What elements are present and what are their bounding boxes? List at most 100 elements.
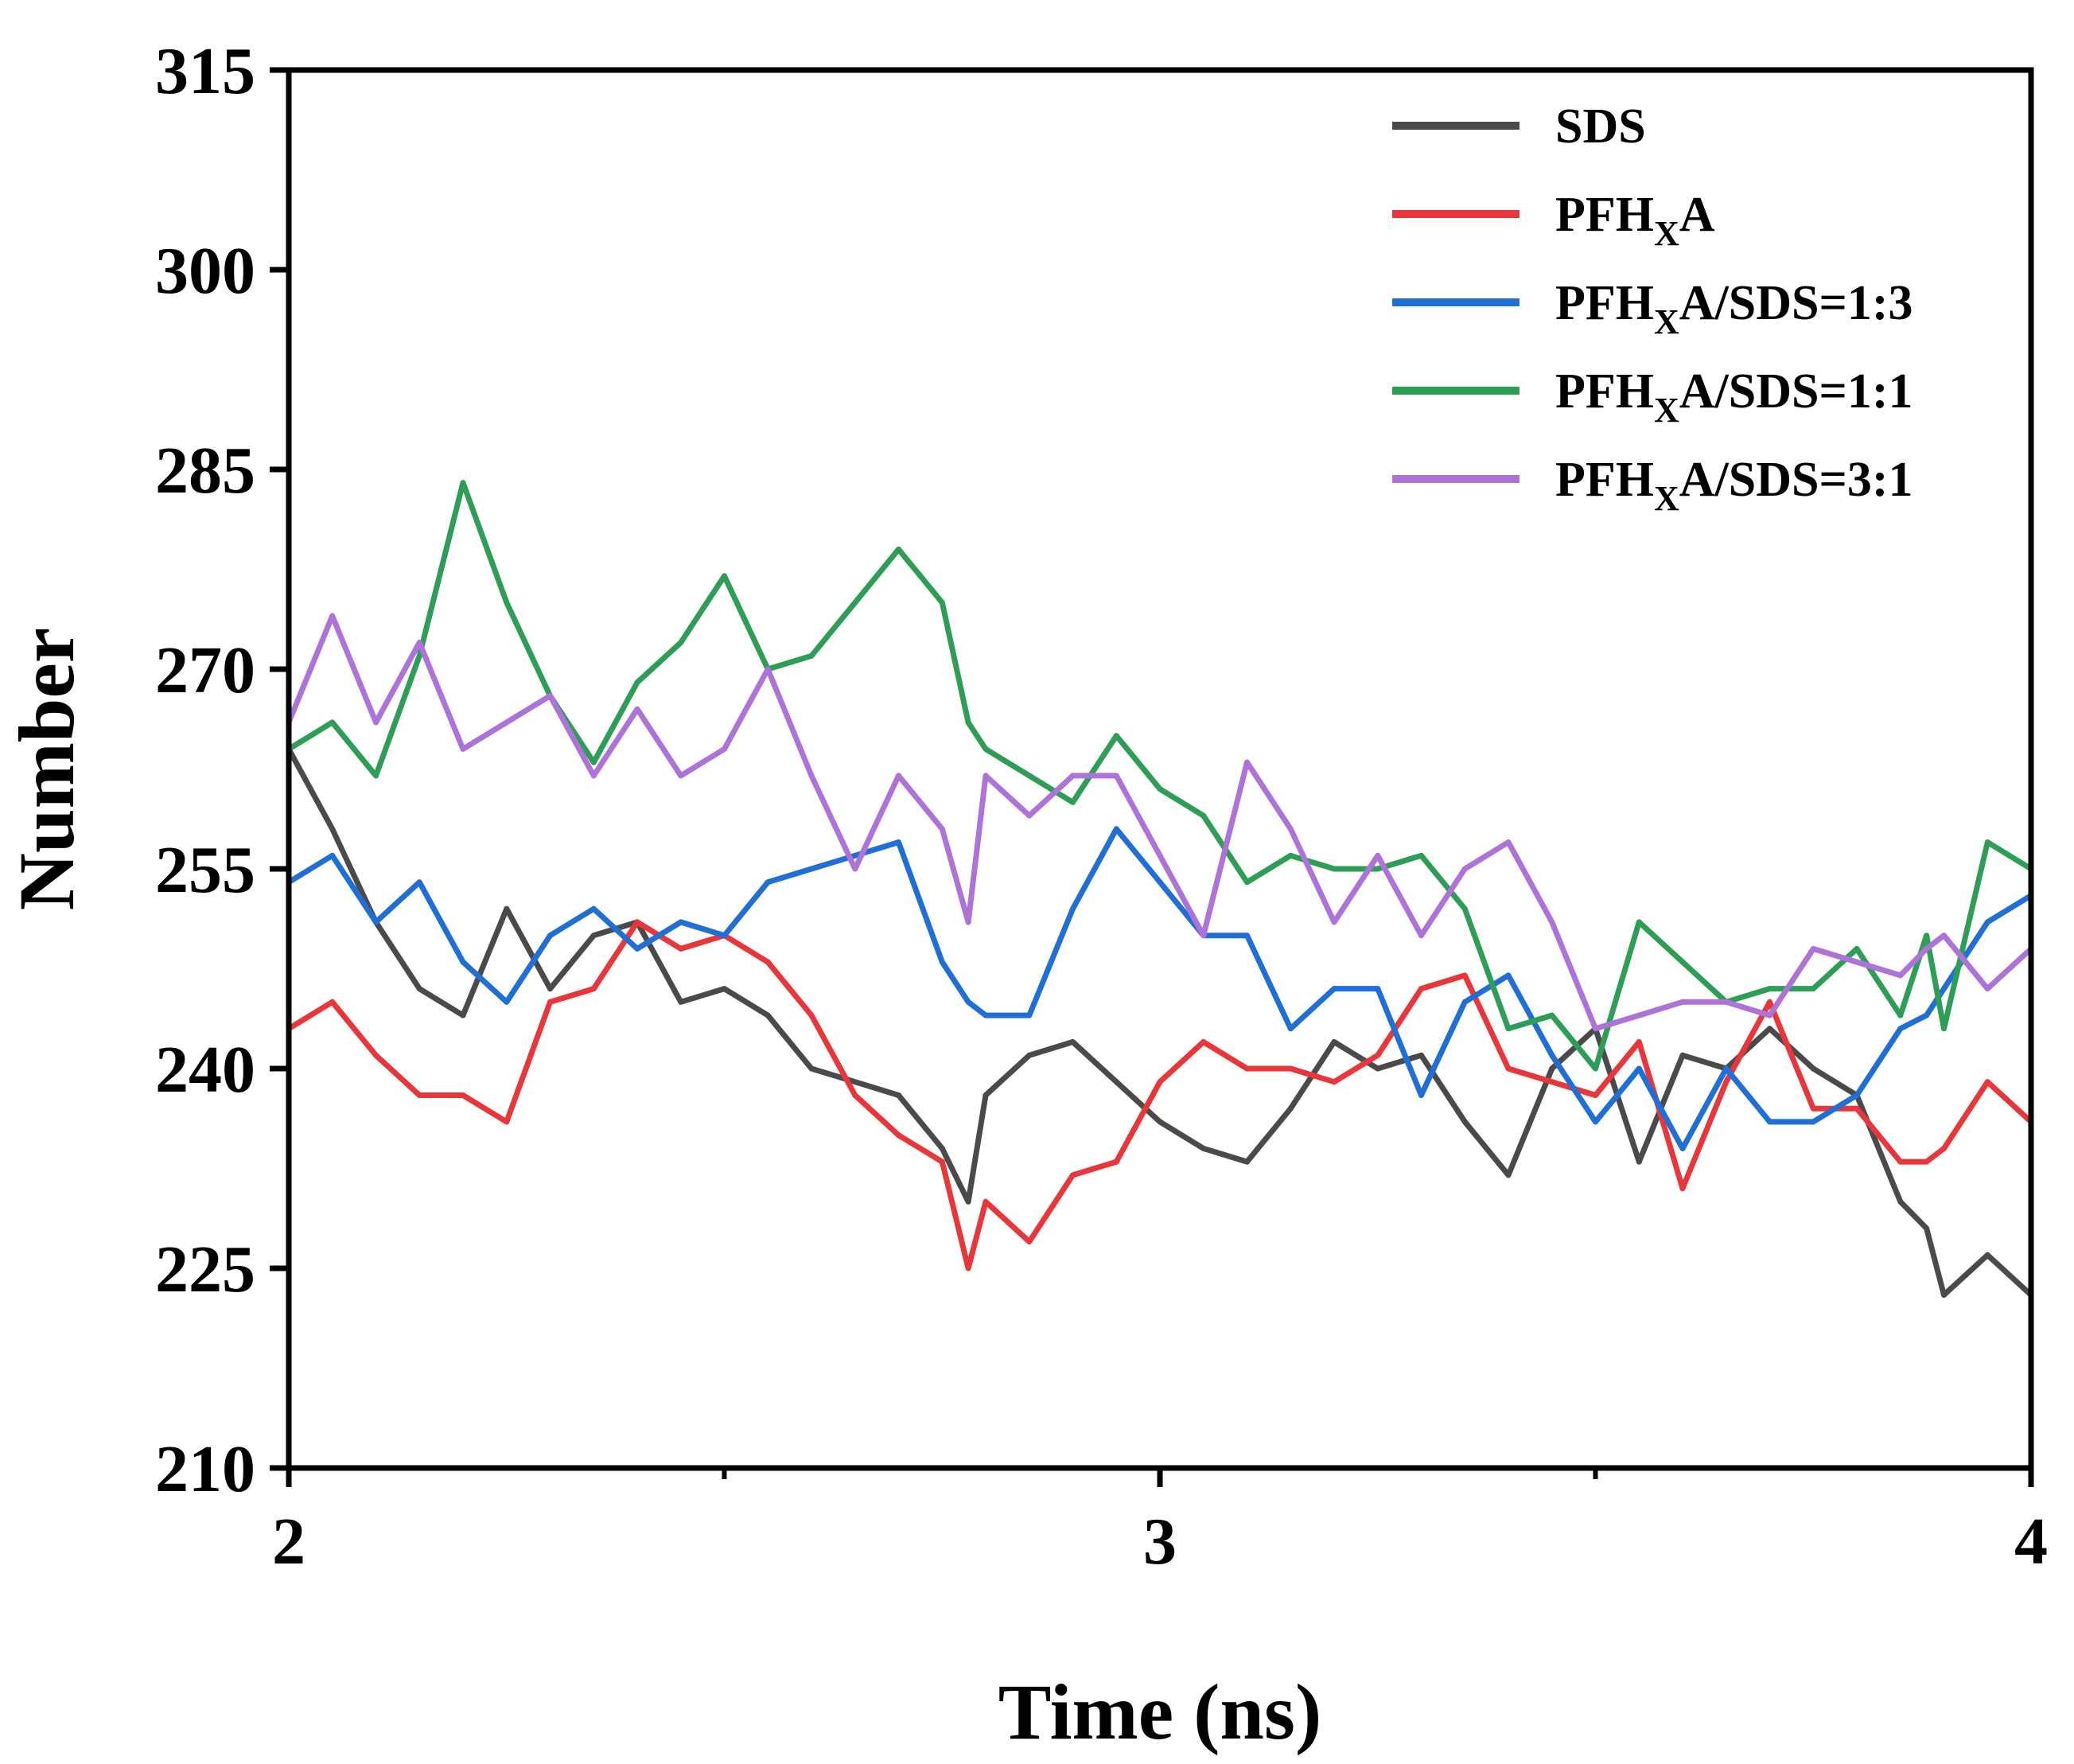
legend-label-main: PFH xyxy=(1555,276,1654,330)
legend-label: PFHXA/SDS=1:3 xyxy=(1555,276,1913,341)
data-point xyxy=(547,999,553,1005)
data-point xyxy=(1941,1292,1947,1298)
data-point xyxy=(1679,999,1686,1005)
data-point xyxy=(547,933,553,939)
data-point xyxy=(634,680,640,686)
data-point xyxy=(852,866,858,872)
data-point xyxy=(1924,1012,1930,1018)
data-point xyxy=(765,1012,771,1018)
data-point xyxy=(1375,1052,1381,1058)
data-point xyxy=(965,919,971,925)
legend-item: PFHXA/SDS=3:1 xyxy=(1392,453,1913,518)
data-point xyxy=(722,746,727,752)
data-point xyxy=(1810,945,1816,952)
data-point xyxy=(1941,986,1947,992)
legend-label-main: PFH xyxy=(1555,453,1654,507)
data-point xyxy=(373,773,379,779)
data-point xyxy=(1897,1158,1904,1165)
data-point xyxy=(808,866,815,872)
data-point xyxy=(1287,852,1294,859)
data-point xyxy=(1244,1158,1250,1165)
data-point xyxy=(1375,986,1381,992)
data-point xyxy=(765,879,771,886)
data-point xyxy=(1244,759,1250,765)
data-point xyxy=(1924,933,1930,939)
data-point xyxy=(1593,1065,1598,1072)
data-point xyxy=(1505,1026,1512,1032)
data-point xyxy=(852,852,858,859)
data-point xyxy=(590,905,597,912)
data-point xyxy=(939,826,945,832)
data-point xyxy=(1505,839,1512,845)
legend-label: PFHXA/SDS=1:1 xyxy=(1555,364,1913,430)
data-point xyxy=(1810,1105,1816,1112)
data-point xyxy=(1549,919,1555,925)
data-point xyxy=(1810,1065,1816,1072)
data-point xyxy=(1549,1065,1555,1072)
data-point xyxy=(547,986,553,992)
data-point xyxy=(1636,1158,1642,1165)
data-point xyxy=(590,759,597,765)
data-point xyxy=(1767,986,1772,992)
data-point xyxy=(1461,905,1468,912)
data-point xyxy=(1854,1092,1860,1098)
data-point xyxy=(1984,1079,1990,1085)
legend-label: PFHXA/SDS=3:1 xyxy=(1555,453,1913,518)
y-tick-label: 270 xyxy=(155,633,255,707)
legend-item: PFHXA xyxy=(1392,188,1715,253)
data-point xyxy=(1287,1105,1294,1112)
data-point xyxy=(983,1092,989,1098)
data-point xyxy=(1854,959,1860,965)
data-point xyxy=(1026,1052,1033,1058)
data-point xyxy=(504,719,510,726)
data-point xyxy=(329,613,336,619)
data-point xyxy=(590,986,597,992)
data-point xyxy=(416,652,422,659)
data-point xyxy=(1418,933,1424,939)
data-point xyxy=(1200,933,1207,939)
data-point xyxy=(460,480,466,486)
data-point xyxy=(852,599,858,606)
series-0 xyxy=(286,746,2034,1298)
data-point xyxy=(1593,1092,1598,1098)
data-point xyxy=(1244,933,1250,939)
data-point xyxy=(1854,1105,1860,1112)
data-point xyxy=(373,719,379,726)
data-point xyxy=(460,746,466,752)
data-point xyxy=(1679,1052,1686,1058)
data-point xyxy=(1984,919,1990,925)
data-point xyxy=(329,719,336,726)
data-point xyxy=(1157,1079,1163,1085)
data-point xyxy=(1244,1065,1250,1072)
data-point xyxy=(1897,972,1904,979)
data-point xyxy=(1200,1039,1207,1045)
data-point xyxy=(1331,1079,1337,1085)
data-point xyxy=(1331,986,1337,992)
data-point xyxy=(1549,1052,1555,1058)
data-point xyxy=(1331,1039,1337,1045)
data-point xyxy=(965,1198,971,1205)
data-point xyxy=(678,919,684,925)
legend-label-rest: A/SDS=1:3 xyxy=(1679,276,1913,330)
data-point xyxy=(1461,1119,1468,1125)
data-point xyxy=(1924,1158,1930,1165)
data-point xyxy=(852,1079,858,1085)
data-point xyxy=(1157,1119,1163,1125)
data-point xyxy=(1200,812,1207,819)
y-tick-label: 225 xyxy=(155,1232,255,1306)
data-point xyxy=(1549,1079,1555,1085)
y-tick-label: 315 xyxy=(155,34,255,108)
legend-label-sub: X xyxy=(1654,302,1679,341)
data-point xyxy=(373,919,379,925)
data-point xyxy=(1070,1039,1076,1045)
data-point xyxy=(1113,733,1119,739)
data-point xyxy=(1636,1039,1642,1045)
data-point xyxy=(1723,999,1730,1005)
data-point xyxy=(808,1065,815,1072)
data-point xyxy=(590,773,597,779)
data-point xyxy=(1924,1225,1930,1232)
data-point xyxy=(1113,1158,1119,1165)
legend: SDSPFHXAPFHXA/SDS=1:3PFHXA/SDS=1:1PFHXA/… xyxy=(1392,99,1913,518)
data-point xyxy=(1418,1052,1424,1058)
